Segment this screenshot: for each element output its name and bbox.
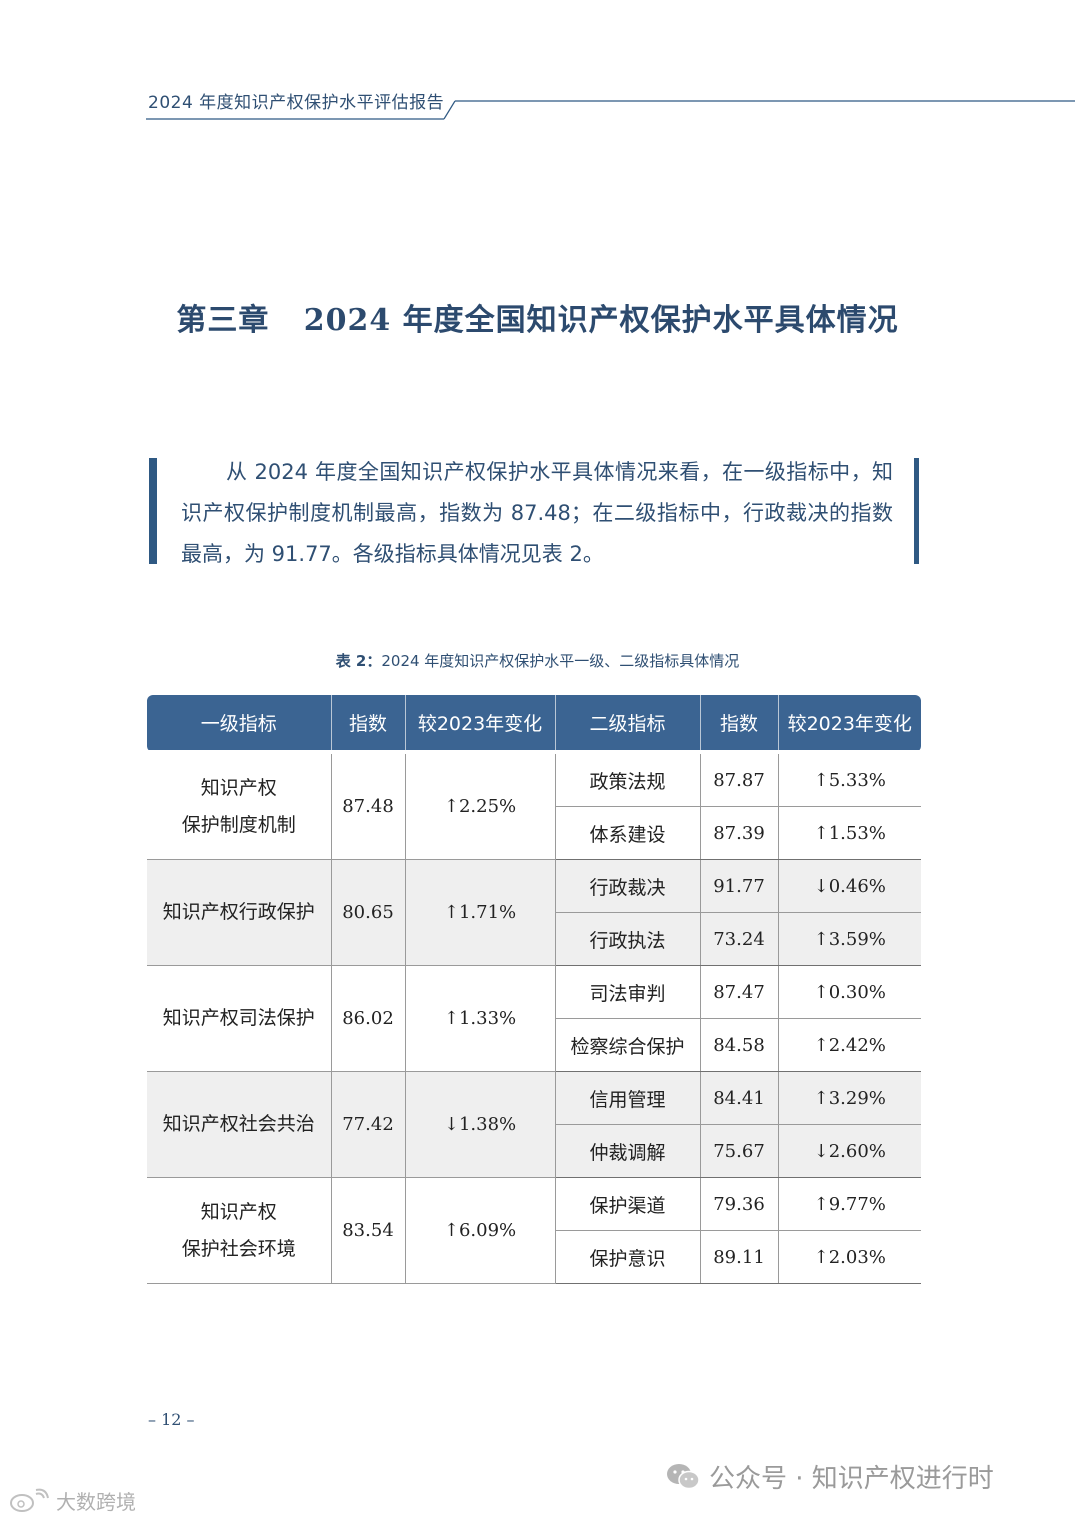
level1-name: 知识产权社会共治 xyxy=(147,1071,331,1178)
header-level1: 一级指标 xyxy=(147,695,331,752)
level1-name: 知识产权行政保护 xyxy=(147,859,331,966)
table-row: 知识产权司法保护 86.02 ↑1.33% 司法审判 87.47 ↑0.30% xyxy=(147,965,921,1072)
level2-change: ↓2.60% xyxy=(777,1124,921,1178)
summary-right-bar xyxy=(914,458,919,564)
table-row: 体系建设 87.39 ↑1.53% xyxy=(147,806,921,860)
level1-index: 86.02 xyxy=(330,965,405,1072)
level2-index: 84.58 xyxy=(699,1018,778,1072)
level2-name: 检察综合保护 xyxy=(554,1018,700,1072)
level2-index: 79.36 xyxy=(699,1177,778,1231)
table-row: 行政执法 73.24 ↑3.59% xyxy=(147,912,921,966)
level1-name-line1: 知识产权司法保护 xyxy=(162,1007,315,1029)
chapter-title: 第三章 2024 年度全国知识产权保护水平具体情况 xyxy=(176,303,899,338)
level1-name-line2: 保护社会环境 xyxy=(181,1237,296,1260)
level1-name-line1: 知识产权 xyxy=(200,776,277,799)
header-level2-change: 较2023年变化 xyxy=(777,695,921,752)
header-level1-change: 较2023年变化 xyxy=(404,695,555,752)
watermark: 公众号 · 知识产权进行时 xyxy=(665,1458,994,1495)
level1-name-line1: 知识产权社会共治 xyxy=(162,1113,315,1135)
level1-name-line2: 保护制度机制 xyxy=(181,813,296,836)
level2-change: ↑1.53% xyxy=(777,806,921,860)
level2-index: 84.41 xyxy=(699,1071,778,1125)
level2-change: ↑2.03% xyxy=(777,1230,921,1284)
watermark-text: 公众号 · 知识产权进行时 xyxy=(709,1464,994,1494)
level1-name-line1: 知识产权行政保护 xyxy=(162,901,315,923)
level1-index: 83.54 xyxy=(330,1177,405,1284)
level1-change: ↑1.71% xyxy=(404,859,555,966)
level2-name: 保护意识 xyxy=(554,1230,700,1284)
level2-change: ↑2.42% xyxy=(777,1018,921,1072)
weibo-icon xyxy=(10,1488,49,1512)
level1-name: 知识产权 保护社会环境 xyxy=(147,1177,331,1284)
level2-change: ↑5.33% xyxy=(777,750,921,807)
level2-index: 87.87 xyxy=(699,750,778,807)
level1-name-line1: 知识产权 xyxy=(200,1200,277,1223)
wechat-icon xyxy=(667,1463,700,1489)
header-level2: 二级指标 xyxy=(554,695,700,752)
level2-name: 仲裁调解 xyxy=(554,1124,700,1178)
level2-change: ↑9.77% xyxy=(777,1177,921,1231)
level1-name: 知识产权 保护制度机制 xyxy=(147,750,331,860)
table-row: 检察综合保护 84.58 ↑2.42% xyxy=(147,1018,921,1072)
level2-index: 87.47 xyxy=(699,965,778,1019)
table-row: 知识产权社会共治 77.42 ↓1.38% 信用管理 84.41 ↑3.29% xyxy=(147,1071,921,1178)
level2-name: 政策法规 xyxy=(554,750,700,807)
running-header: 2024 年度知识产权保护水平评估报告 xyxy=(148,93,445,113)
level2-name: 保护渠道 xyxy=(554,1177,700,1231)
level2-index: 89.11 xyxy=(699,1230,778,1284)
table-row: 知识产权行政保护 80.65 ↑1.71% 行政裁决 91.77 ↓0.46% xyxy=(147,859,921,966)
summary-text: 从 2024 年度全国知识产权保护水平具体情况来看，在一级指标中，知识产权保护制… xyxy=(181,460,893,566)
level2-name: 行政执法 xyxy=(554,912,700,966)
level2-name: 信用管理 xyxy=(554,1071,700,1125)
level2-index: 75.67 xyxy=(699,1124,778,1178)
header-rule xyxy=(146,100,1075,120)
level2-name: 行政裁决 xyxy=(554,859,700,913)
watermark-logo-text: 大数跨境 xyxy=(56,1490,136,1514)
table-caption-text: 2024 年度知识产权保护水平一级、二级指标具体情况 xyxy=(381,652,740,670)
level2-change: ↑0.30% xyxy=(777,965,921,1019)
level1-index: 80.65 xyxy=(330,859,405,966)
level2-change: ↓0.46% xyxy=(777,859,921,913)
table-row: 知识产权 保护制度机制 87.48 ↑2.25% 政策法规 87.87 ↑5.3… xyxy=(147,750,921,860)
header-level2-index: 指数 xyxy=(699,695,778,752)
table-row: 知识产权 保护社会环境 83.54 ↑6.09% 保护渠道 79.36 ↑9.7… xyxy=(147,1177,921,1284)
table-caption: 表 2：2024 年度知识产权保护水平一级、二级指标具体情况 xyxy=(0,650,1075,671)
header-level1-index: 指数 xyxy=(330,695,405,752)
level1-change: ↑6.09% xyxy=(404,1177,555,1284)
summary-box: 从 2024 年度全国知识产权保护水平具体情况来看，在一级指标中，知识产权保护制… xyxy=(149,458,919,566)
summary-left-bar xyxy=(149,458,157,564)
level2-name: 司法审判 xyxy=(554,965,700,1019)
table-header-row: 一级指标 指数 较2023年变化 二级指标 指数 较2023年变化 xyxy=(147,695,921,752)
level2-name: 体系建设 xyxy=(554,806,700,860)
indicator-table: 一级指标 指数 较2023年变化 二级指标 指数 较2023年变化 知识产权 保… xyxy=(147,695,921,1284)
level1-index: 77.42 xyxy=(330,1071,405,1178)
level1-change: ↑2.25% xyxy=(404,750,555,860)
watermark-logo: 大数跨境 xyxy=(8,1486,136,1515)
level2-index: 91.77 xyxy=(699,859,778,913)
level1-change: ↑1.33% xyxy=(404,965,555,1072)
table-row: 仲裁调解 75.67 ↓2.60% xyxy=(147,1124,921,1178)
level1-change: ↓1.38% xyxy=(404,1071,555,1178)
level2-index: 73.24 xyxy=(699,912,778,966)
level2-change: ↑3.59% xyxy=(777,912,921,966)
level1-name: 知识产权司法保护 xyxy=(147,965,331,1072)
level2-index: 87.39 xyxy=(699,806,778,860)
level2-change: ↑3.29% xyxy=(777,1071,921,1125)
page-number: – 12 – xyxy=(148,1410,195,1429)
table-caption-label: 表 2： xyxy=(335,652,382,670)
table-row: 保护意识 89.11 ↑2.03% xyxy=(147,1230,921,1284)
level1-index: 87.48 xyxy=(330,750,405,860)
